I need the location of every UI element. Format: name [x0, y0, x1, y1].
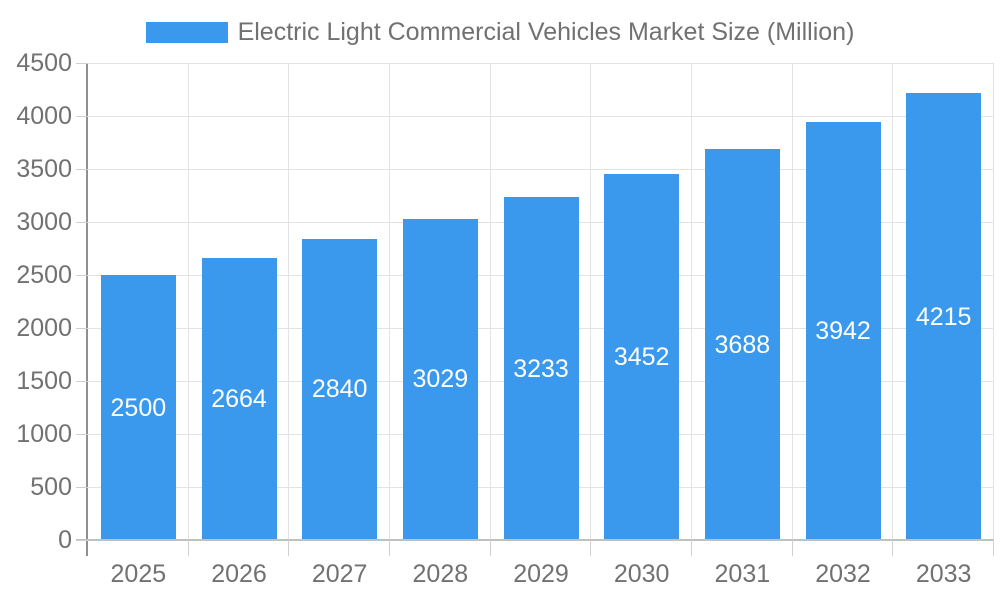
bar-2028[interactable]: 3029 [402, 218, 478, 540]
y-tick-mark [76, 63, 88, 64]
v-gridline [288, 63, 290, 540]
v-gridline [389, 63, 390, 540]
y-tick-mark [76, 275, 88, 276]
y-tick-label: 4500 [16, 49, 72, 77]
bar-2026[interactable]: 2664 [201, 257, 277, 540]
y-tick-mark [76, 169, 88, 170]
x-tick-label: 2025 [110, 560, 167, 588]
x-tick-mark [791, 540, 793, 556]
y-tick-label: 0 [58, 526, 72, 554]
x-tick-label: 2028 [412, 560, 469, 588]
v-gridline [691, 63, 692, 540]
h-gridline [88, 169, 994, 170]
bar-2029[interactable]: 3233 [503, 197, 579, 540]
x-tick-label: 2029 [513, 560, 569, 588]
y-tick-mark [76, 434, 88, 435]
bar-value-label: 3029 [412, 365, 469, 394]
x-tick-label: 2033 [915, 560, 972, 588]
y-tick-label: 2500 [16, 261, 72, 289]
x-tick-mark [691, 540, 692, 556]
bar-2030[interactable]: 3452 [604, 174, 680, 540]
bar-2027[interactable]: 2840 [302, 238, 378, 540]
y-tick-mark [76, 381, 88, 382]
bar-value-label: 3688 [714, 330, 771, 359]
x-tick-label: 2031 [714, 560, 771, 588]
v-gridline [590, 63, 592, 540]
x-tick-mark [187, 540, 189, 556]
x-tick-label: 2032 [815, 560, 871, 588]
plot-area: 2500 2664 2840 3029 3233 3452 3688 3942 4215 [88, 63, 994, 540]
y-tick-label: 1000 [16, 420, 72, 448]
x-tick-mark [993, 540, 994, 556]
h-gridline [88, 63, 994, 64]
y-tick-mark [76, 116, 88, 117]
bar-2032[interactable]: 3942 [805, 122, 881, 540]
x-tick-label: 2027 [311, 560, 368, 588]
y-tick-mark [76, 487, 88, 488]
x-tick-label: 2030 [613, 560, 670, 588]
y-tick-label: 3000 [16, 208, 72, 236]
bar-2031[interactable]: 3688 [704, 149, 780, 540]
y-tick-mark [76, 328, 88, 329]
y-tick-label: 1500 [16, 367, 72, 395]
bar-2025[interactable]: 2500 [100, 275, 176, 540]
bar-value-label: 3233 [513, 354, 569, 383]
y-tick-mark [76, 540, 88, 541]
legend-swatch-icon [145, 21, 228, 43]
y-tick-label: 500 [30, 473, 72, 501]
legend[interactable]: Electric Light Commercial Vehicles Marke… [0, 19, 1000, 45]
v-gridline [791, 63, 793, 540]
bar-value-label: 4215 [915, 302, 972, 331]
bar-2033[interactable]: 4215 [906, 93, 982, 540]
bar-value-label: 2664 [211, 384, 267, 413]
x-tick-label: 2026 [211, 560, 267, 588]
x-tick-mark [892, 540, 894, 556]
x-axis-line [76, 539, 994, 541]
v-gridline [993, 63, 994, 540]
x-tick-mark [590, 540, 592, 556]
y-tick-label: 2000 [16, 314, 72, 342]
y-tick-label: 3500 [16, 155, 72, 183]
v-gridline [187, 63, 189, 540]
v-gridline [892, 63, 894, 540]
x-tick-mark [288, 540, 290, 556]
bar-value-label: 2500 [110, 393, 167, 422]
x-tick-mark [489, 540, 491, 556]
y-tick-label: 4000 [16, 102, 72, 130]
bar-value-label: 3452 [613, 343, 670, 372]
h-gridline [88, 116, 994, 117]
v-gridline [489, 63, 491, 540]
x-tick-mark [389, 540, 390, 556]
bar-value-label: 2840 [311, 375, 368, 404]
bar-value-label: 3942 [815, 317, 871, 346]
y-axis-line [86, 63, 88, 556]
y-tick-mark [76, 222, 88, 223]
legend-label: Electric Light Commercial Vehicles Marke… [237, 18, 855, 46]
